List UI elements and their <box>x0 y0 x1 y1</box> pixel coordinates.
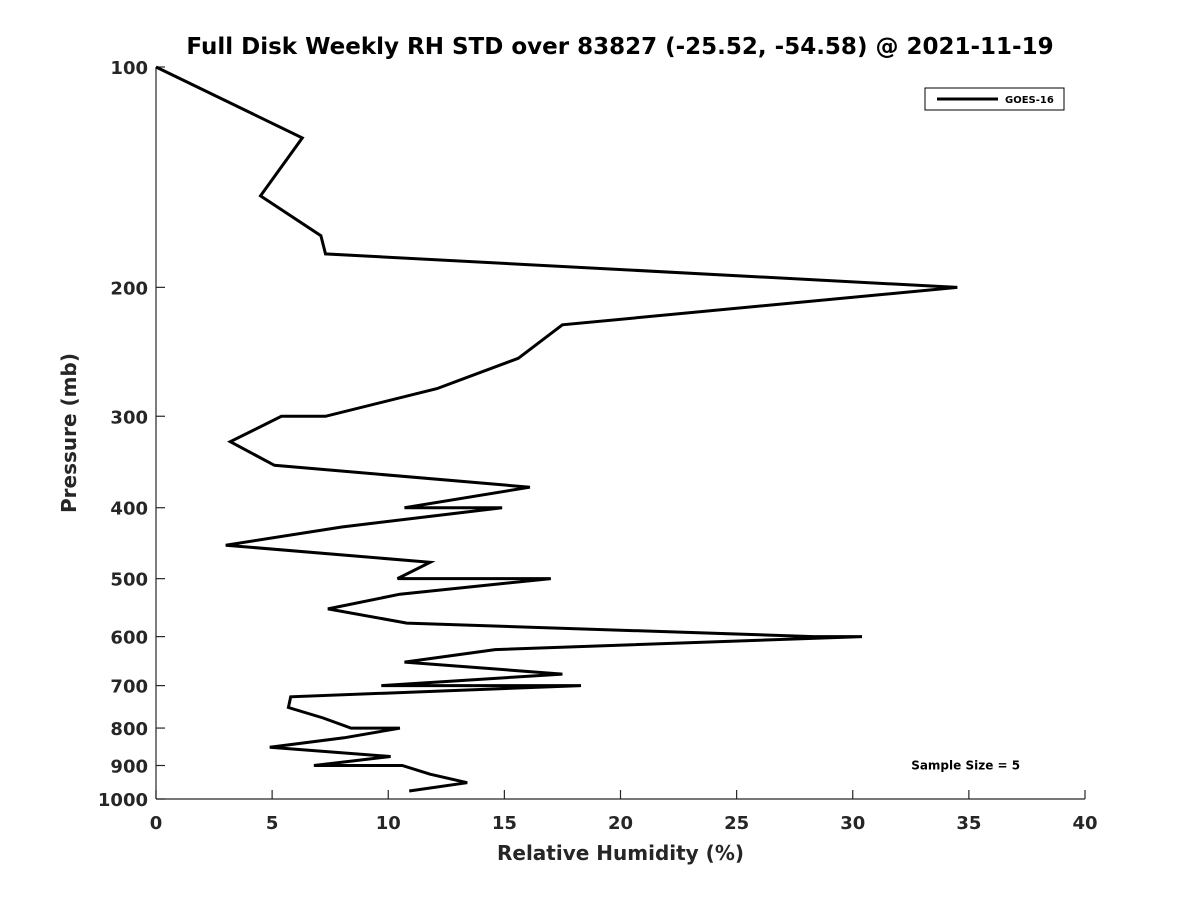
x-tick-label: 5 <box>266 813 279 834</box>
y-tick-label: 900 <box>110 757 148 778</box>
x-tick-label: 10 <box>376 813 401 834</box>
x-axis-label: Relative Humidity (%) <box>497 841 744 865</box>
sample-size-annotation: Sample Size = 5 <box>911 759 1020 773</box>
x-tick-label: 0 <box>150 813 163 834</box>
x-tick-label: 40 <box>1072 813 1097 834</box>
chart-title: Full Disk Weekly RH STD over 83827 (-25.… <box>186 34 1053 60</box>
y-ticks: 100 200 300 400 500 600 700 800 900 1000 <box>98 58 165 811</box>
y-tick-label: 300 <box>110 407 148 428</box>
x-tick-label: 35 <box>956 813 981 834</box>
x-tick-label: 30 <box>840 813 865 834</box>
y-tick-label: 800 <box>110 719 148 740</box>
x-ticks: 0 5 10 15 20 25 30 35 40 <box>150 790 1098 834</box>
axes: 0 5 10 15 20 25 30 35 40 100 200 300 400 500 600 700 80… <box>98 58 1098 834</box>
y-tick-label: 1000 <box>98 790 148 811</box>
x-tick-label: 15 <box>492 813 517 834</box>
plot-area <box>156 67 957 791</box>
y-axis-label: Pressure (mb) <box>57 353 81 513</box>
x-tick-label: 20 <box>608 813 633 834</box>
legend: GOES-16 <box>925 88 1064 110</box>
y-tick-label: 700 <box>110 677 148 698</box>
y-tick-label: 400 <box>110 499 148 520</box>
series-line <box>156 67 957 791</box>
y-tick-label: 500 <box>110 570 148 591</box>
y-tick-label: 200 <box>110 278 148 299</box>
y-tick-label: 600 <box>110 628 148 649</box>
annotations: Sample Size = 5 <box>911 759 1020 773</box>
y-tick-label: 100 <box>110 58 148 79</box>
x-tick-label: 25 <box>724 813 749 834</box>
legend-label: GOES-16 <box>1005 95 1054 106</box>
